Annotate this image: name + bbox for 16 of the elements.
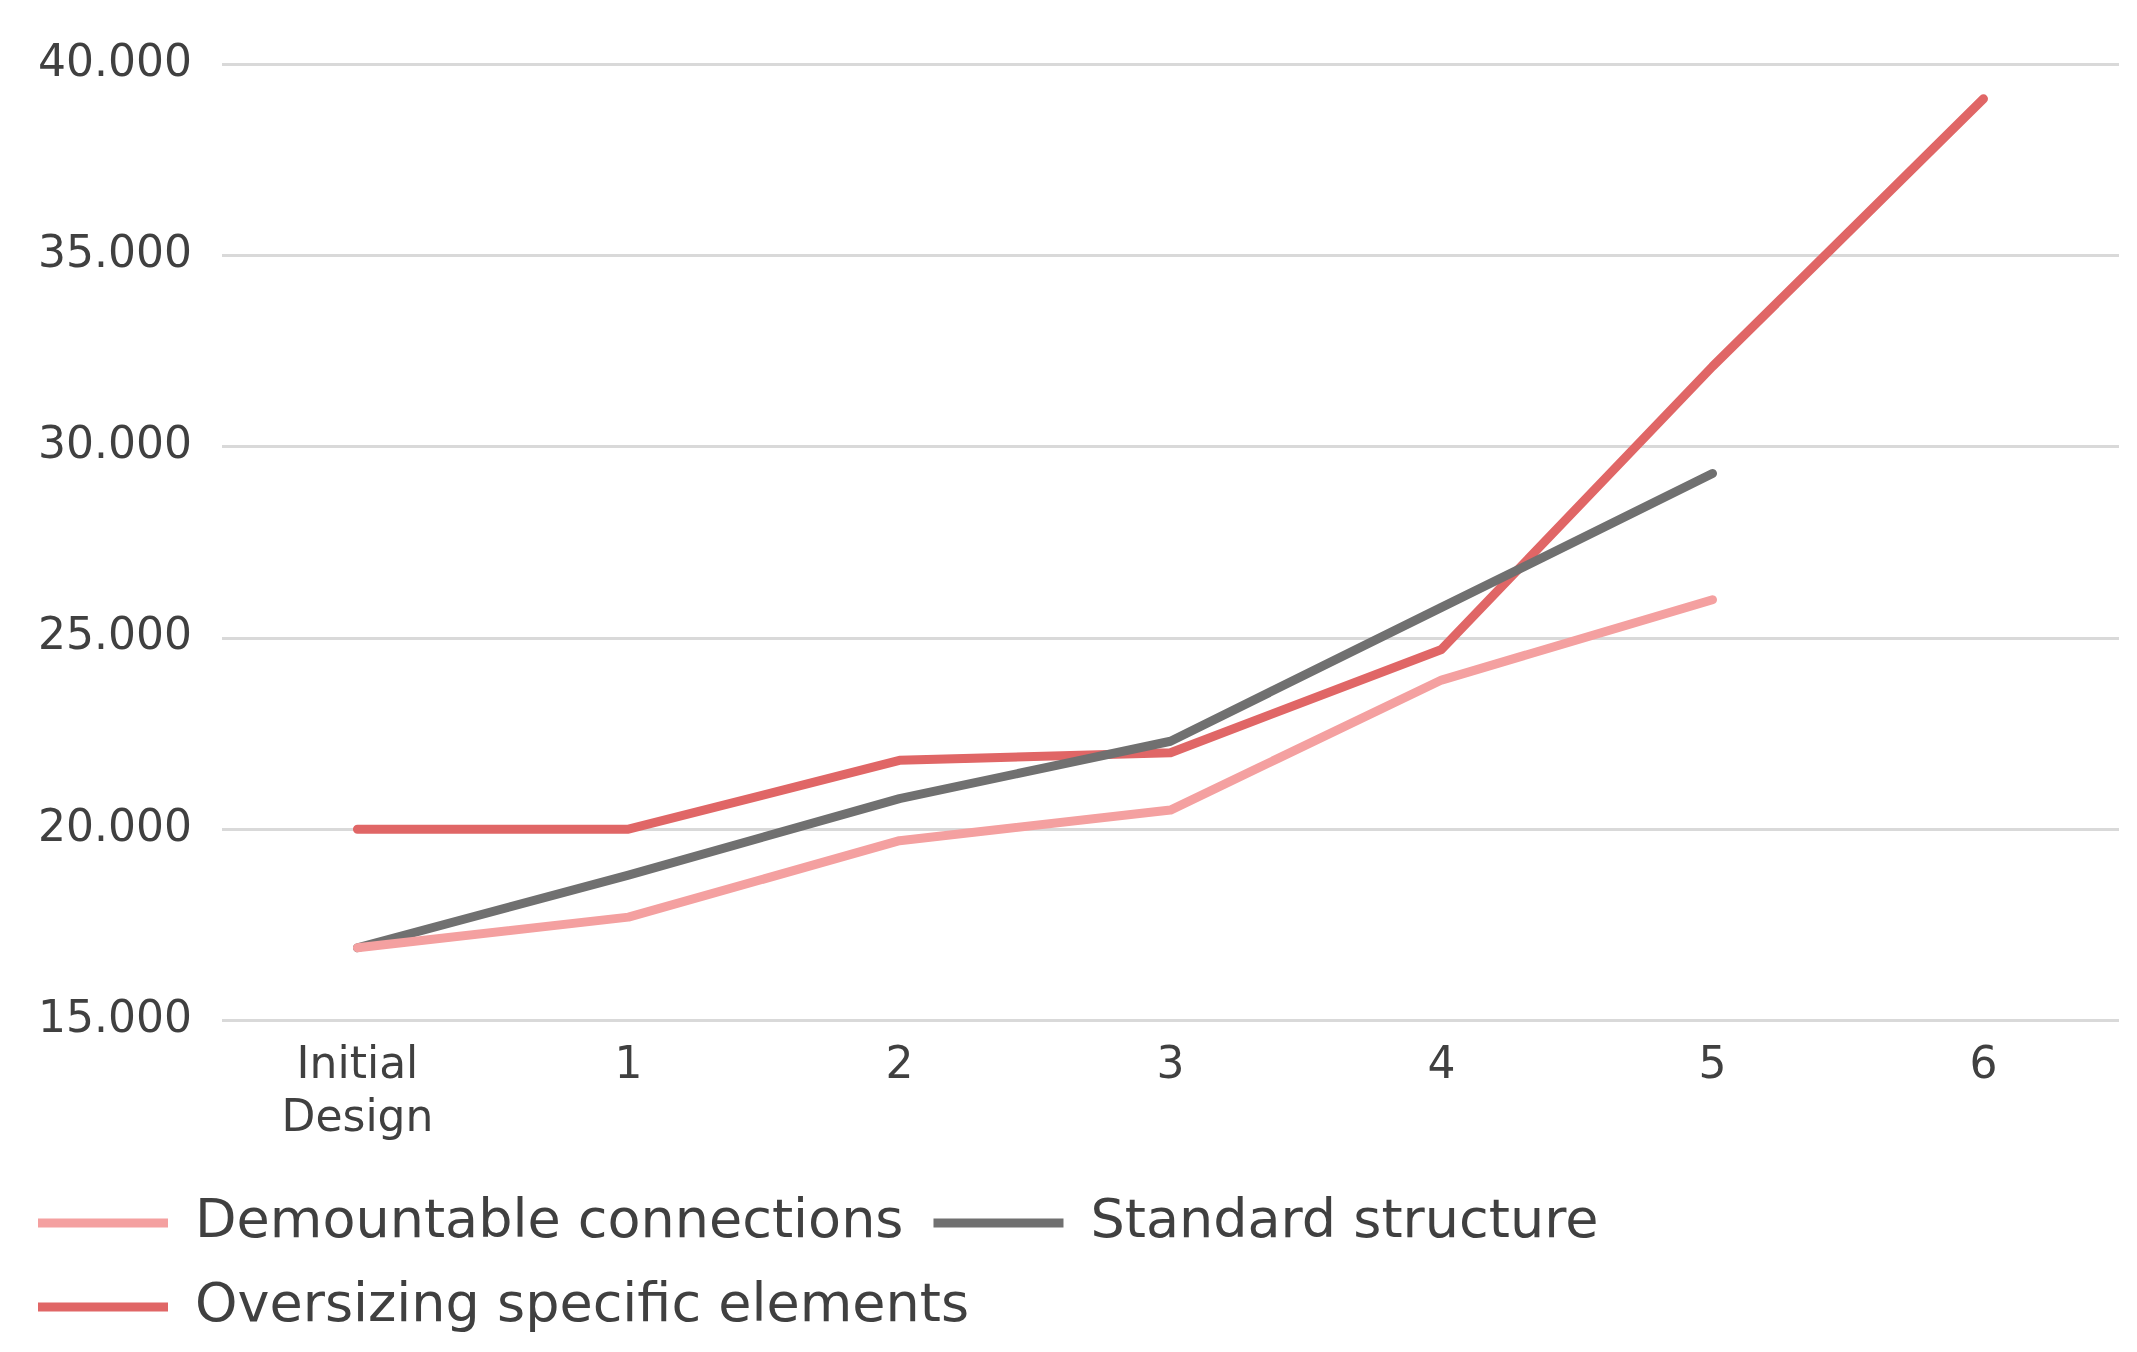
y-tick-label: 30.000: [37, 417, 192, 469]
x-tick-label: 1: [614, 1037, 643, 1089]
x-tick-label: Initial Design: [281, 1037, 434, 1142]
x-tick-label: 3: [1156, 1037, 1185, 1089]
y-tick-label: 35.000: [37, 226, 192, 278]
x-tick-label: 4: [1427, 1037, 1456, 1089]
y-tick-label: 25.000: [37, 608, 192, 660]
x-tick-label: 2: [885, 1037, 914, 1089]
legend-label: Oversizing specific elements: [195, 1271, 970, 1335]
legend-label: Standard structure: [1090, 1187, 1599, 1251]
x-tick-label: 5: [1698, 1037, 1727, 1089]
legend-label: Demountable connections: [195, 1187, 904, 1251]
y-tick-label: 15.000: [37, 990, 192, 1042]
y-tick-label: 20.000: [37, 799, 192, 851]
y-tick-label: 40.000: [37, 34, 192, 86]
x-tick-label: 6: [1969, 1037, 1998, 1089]
